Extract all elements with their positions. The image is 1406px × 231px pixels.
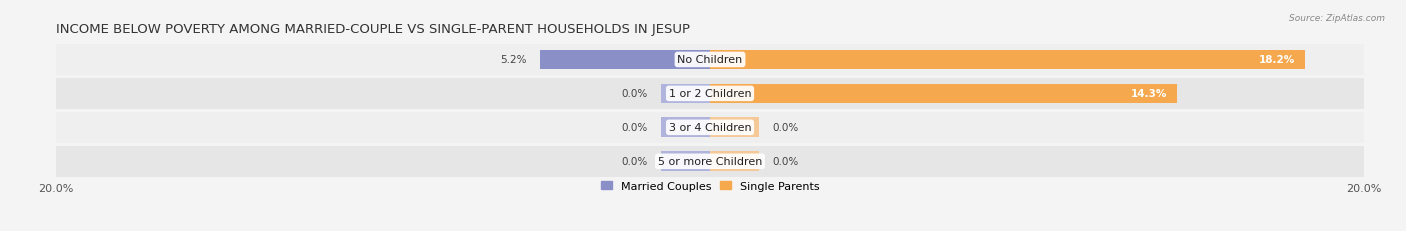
- Bar: [661, 84, 710, 104]
- Text: INCOME BELOW POVERTY AMONG MARRIED-COUPLE VS SINGLE-PARENT HOUSEHOLDS IN JESUP: INCOME BELOW POVERTY AMONG MARRIED-COUPL…: [56, 23, 690, 36]
- Bar: [710, 118, 759, 138]
- Text: Source: ZipAtlas.com: Source: ZipAtlas.com: [1289, 14, 1385, 23]
- Bar: [56, 45, 1364, 76]
- Bar: [56, 146, 1364, 177]
- Bar: [56, 112, 1364, 143]
- Bar: [710, 84, 1177, 104]
- Text: 0.0%: 0.0%: [621, 157, 648, 167]
- Bar: [540, 50, 710, 70]
- Text: 0.0%: 0.0%: [772, 157, 799, 167]
- Bar: [710, 152, 759, 171]
- Text: 14.3%: 14.3%: [1132, 89, 1167, 99]
- Text: 5.2%: 5.2%: [501, 55, 527, 65]
- Text: 0.0%: 0.0%: [621, 123, 648, 133]
- Text: 3 or 4 Children: 3 or 4 Children: [669, 123, 751, 133]
- Text: 5 or more Children: 5 or more Children: [658, 157, 762, 167]
- Bar: [661, 152, 710, 171]
- Bar: [56, 79, 1364, 109]
- Bar: [710, 50, 1305, 70]
- Text: 0.0%: 0.0%: [621, 89, 648, 99]
- Legend: Married Couples, Single Parents: Married Couples, Single Parents: [600, 181, 820, 191]
- Text: 18.2%: 18.2%: [1258, 55, 1295, 65]
- Text: No Children: No Children: [678, 55, 742, 65]
- Text: 1 or 2 Children: 1 or 2 Children: [669, 89, 751, 99]
- Bar: [661, 118, 710, 138]
- Text: 0.0%: 0.0%: [772, 123, 799, 133]
